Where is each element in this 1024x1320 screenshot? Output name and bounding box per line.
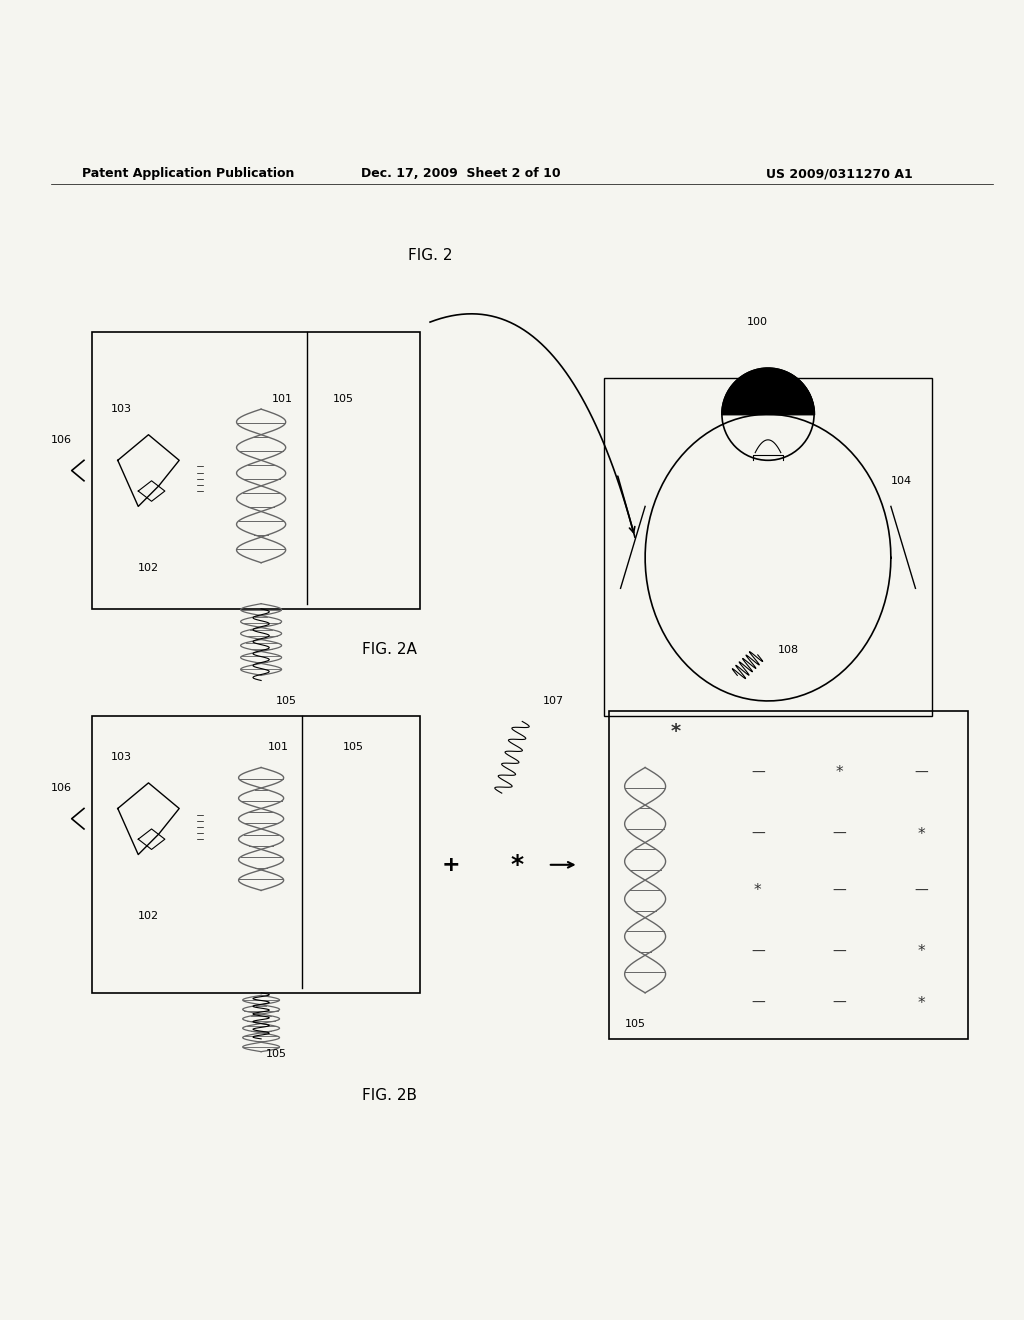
Text: 102: 102	[138, 562, 159, 573]
Text: 108: 108	[778, 644, 800, 655]
Text: —: —	[833, 945, 847, 958]
Text: —: —	[833, 883, 847, 898]
Text: 103: 103	[111, 752, 131, 762]
Text: 104: 104	[891, 475, 912, 486]
Text: 105: 105	[266, 1049, 287, 1059]
Bar	[92, 333, 420, 609]
Text: —: —	[751, 828, 765, 841]
Text: Patent Application Publication: Patent Application Publication	[82, 168, 294, 180]
Text: FIG. 2A: FIG. 2A	[361, 643, 417, 657]
Text: US 2009/0311270 A1: US 2009/0311270 A1	[766, 168, 913, 180]
Text: 105: 105	[343, 742, 365, 752]
Text: —: —	[833, 828, 847, 841]
Text: 102: 102	[138, 911, 159, 921]
Text: —: —	[751, 997, 765, 1010]
Bar	[92, 717, 420, 993]
Bar	[604, 379, 932, 717]
Text: *: *	[836, 766, 844, 780]
Text: +: +	[441, 855, 460, 875]
Text: 105: 105	[625, 1019, 645, 1028]
Text: 101: 101	[268, 742, 290, 752]
Text: Dec. 17, 2009  Sheet 2 of 10: Dec. 17, 2009 Sheet 2 of 10	[361, 168, 560, 180]
Bar	[609, 711, 968, 1039]
Text: 100: 100	[748, 317, 768, 327]
Text: *: *	[918, 944, 926, 960]
Text: *: *	[511, 853, 523, 876]
Text: *: *	[754, 883, 762, 898]
Text: —: —	[751, 766, 765, 780]
Text: 105: 105	[333, 393, 354, 404]
Text: 105: 105	[276, 696, 297, 706]
Text: 106: 106	[51, 783, 72, 793]
Text: FIG. 2B: FIG. 2B	[361, 1088, 417, 1102]
Text: *: *	[918, 826, 926, 842]
Text: *: *	[918, 995, 926, 1011]
Text: 101: 101	[271, 393, 293, 404]
Text: —: —	[914, 766, 929, 780]
Text: 107: 107	[543, 696, 564, 706]
Text: —: —	[751, 945, 765, 958]
Text: —: —	[833, 997, 847, 1010]
Text: 106: 106	[51, 434, 72, 445]
Text: FIG. 2: FIG. 2	[408, 248, 453, 263]
Text: 103: 103	[111, 404, 131, 414]
Text: —: —	[914, 883, 929, 898]
Text: *: *	[671, 722, 681, 742]
